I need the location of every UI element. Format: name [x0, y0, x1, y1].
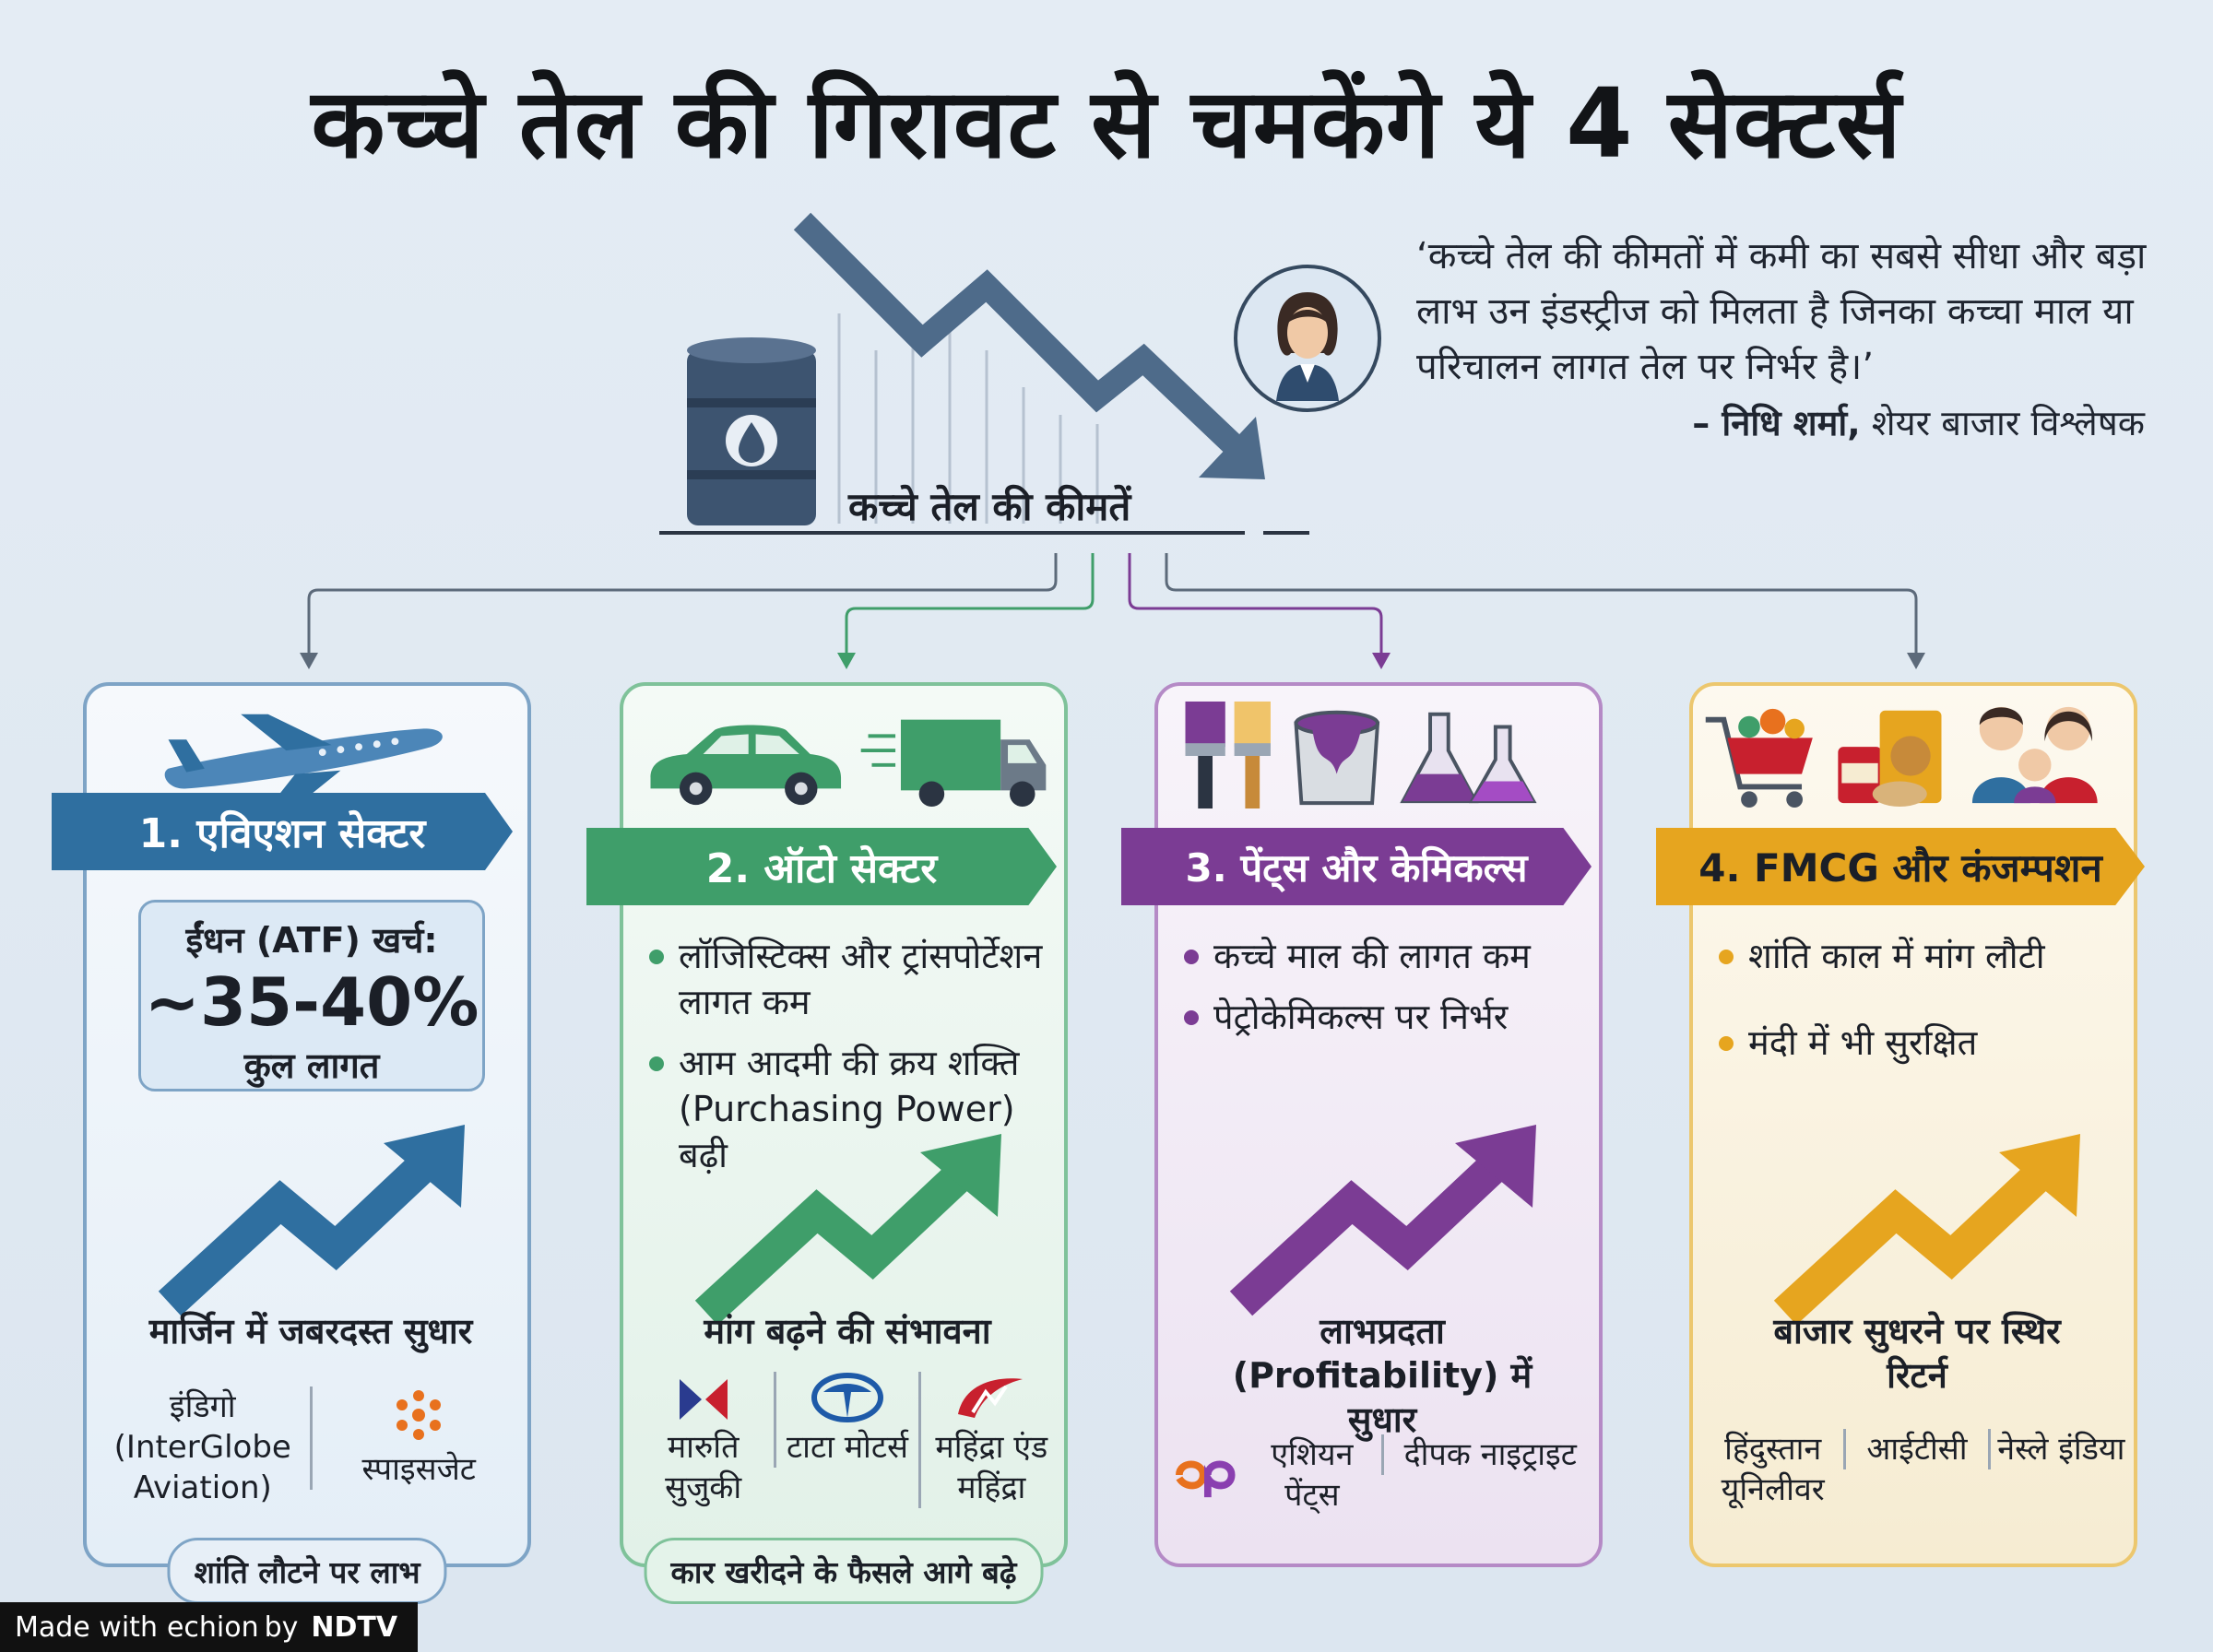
company-asian-paints-label: एशियन पेंट्स	[1271, 1436, 1354, 1514]
sector-card-fmcg: 4. FMCG और कंजम्पशन शांति काल में मांग ल…	[1656, 682, 2145, 1567]
tata-logo-icon	[811, 1373, 883, 1422]
sector-card-auto: 2. ऑटो सेक्टर लॉजिस्टिक्स और ट्रांसपोर्ट…	[586, 682, 1070, 1604]
falling-price-arrow	[793, 212, 1244, 456]
paints-caption: लाभप्रदता (Profitability) में सुधार	[1232, 1311, 1533, 1440]
asian-paints-logo-icon	[1176, 1460, 1236, 1498]
atf-cost-sub: कुल लागत	[243, 1045, 380, 1086]
company-itc: आईटीसी	[1843, 1429, 1987, 1469]
fmcg-bullets: शांति काल में मांग लौटी मंदी में भी सुरक…	[1715, 933, 2139, 1080]
bullet-item: लॉजिस्टिक्स और ट्रांसपोर्टेशन लागत कम	[645, 933, 1070, 1025]
company-deepak-nitrite: दीपक नाइट्राइट	[1380, 1434, 1598, 1475]
company-mahindra: महिंद्रा एंड महिंद्रा	[917, 1372, 1062, 1508]
paints-companies: एशियन पेंट्स दीपक नाइट्राइट	[1167, 1434, 1597, 1516]
paint-can-icon	[1294, 710, 1380, 806]
company-maruti: मारुति सुजुकी	[633, 1372, 774, 1508]
expert-quote: ‘कच्चे तेल की कीमतों में कमी का सबसे सीध…	[1416, 235, 2147, 388]
company-indigo: इंडिगो (InterGlobe Aviation)	[113, 1388, 291, 1506]
oil-barrel-icon	[687, 337, 816, 525]
maruti-logo-icon	[679, 1379, 728, 1420]
atf-cost-box: ईंधन (ATF) खर्च: ~35-40% कुल लागत	[138, 900, 485, 1092]
aviation-footnote-pill: शांति लौटने पर लाभ	[167, 1538, 447, 1604]
auto-caption: मांग बढ़ने की संभावना	[704, 1311, 991, 1351]
flask-icon	[1400, 712, 1537, 804]
bullet-item: शांति काल में मांग लौटी	[1715, 933, 2139, 979]
bullet-item: आम आदमी की क्रय शक्ति (Purchasing Power)…	[645, 1040, 1070, 1178]
fmcg-icon	[1705, 706, 2098, 808]
paint-chemicals-icon	[1185, 701, 1537, 809]
price-chart-gridlines	[837, 304, 1099, 524]
company-mahindra-label: महिंद्रा एंड महिंद्रा	[935, 1429, 1048, 1506]
mahindra-logo-icon	[958, 1378, 1024, 1418]
analyst-avatar	[1232, 263, 1383, 414]
quote-author: – निधि शर्मा, शेयर बाजार विश्लेषक	[1416, 398, 2145, 446]
car-icon	[650, 725, 842, 806]
fmcg-caption: बाजार सुधरने पर स्थिर रिटर्न	[1773, 1311, 2061, 1396]
sector-card-paints: 3. पेंट्स और केमिकल्स कच्चे माल की लागत …	[1121, 682, 1604, 1567]
truck-icon	[860, 719, 1047, 808]
family-icon	[1971, 706, 2098, 804]
fmcg-companies: हिंदुस्तान यूनिलीवर आईटीसी नेस्ले इंडिया	[1702, 1429, 2132, 1510]
page-title: कच्चे तेल की गिरावट से चमकेंगे ये 4 सेक्…	[311, 67, 1902, 180]
trend-up-arrow-icon	[158, 1125, 465, 1316]
echion-brand: echion	[166, 1611, 259, 1644]
paint-brush-icon	[1185, 701, 1271, 809]
fmcg-banner: 4. FMCG और कंजम्पशन	[1656, 828, 2145, 905]
crude-price-hero: कच्चे तेल की कीमतें	[645, 203, 1346, 553]
paints-banner: 3. पेंट्स और केमिकल्स	[1121, 828, 1592, 905]
grocery-packs-icon	[1838, 710, 1942, 808]
auto-footnote-pill: कार खरीदने के फैसले आगे बढ़े	[644, 1538, 1044, 1604]
spicejet-logo-icon	[396, 1390, 442, 1440]
auto-companies: मारुति सुजुकी टाटा मोटर्स महिंद्रा एंड म…	[633, 1372, 1062, 1508]
trend-up-arrow-icon	[694, 1134, 1001, 1326]
sector-card-aviation: 1. एविएशन सेक्टर ईंधन (ATF) खर्च: ~35-40…	[52, 682, 531, 1604]
author-name: – निधि शर्मा,	[1692, 403, 1861, 443]
company-tata: टाटा मोटर्स	[774, 1372, 917, 1468]
company-nestle: नेस्ले इंडिया	[1987, 1429, 2132, 1469]
company-tata-label: टाटा मोटर्स	[787, 1429, 908, 1466]
company-maruti-label: मारुति सुजुकी	[665, 1429, 742, 1506]
ndtv-brand: NDTV	[311, 1611, 398, 1644]
author-role: शेयर बाजार विश्लेषक	[1871, 403, 2145, 443]
auto-bullets: लॉजिस्टिक्स और ट्रांसपोर्टेशन लागत कम आम…	[645, 933, 1070, 1193]
shopping-cart-icon	[1705, 708, 1813, 808]
bullet-item: पेट्रोकेमिकल्स पर निर्भर	[1180, 994, 1604, 1040]
bullet-item: मंदी में भी सुरक्षित	[1715, 1020, 2139, 1066]
company-hul: हिंदुस्तान यूनिलीवर	[1721, 1431, 1825, 1508]
atf-cost-label: ईंधन (ATF) खर्च:	[185, 920, 438, 961]
car-truck-icon	[650, 719, 1047, 808]
by-label: by	[264, 1611, 299, 1644]
company-spicejet-label: स्पाइसजेट	[361, 1451, 476, 1488]
made-with-footer: Made with echion by NDTV	[0, 1602, 419, 1652]
trend-up-arrow-icon	[1229, 1125, 1536, 1316]
auto-banner: 2. ऑटो सेक्टर	[586, 828, 1057, 905]
company-asian-paints: एशियन पेंट्स	[1167, 1434, 1381, 1516]
trend-up-arrow-icon	[1773, 1134, 2080, 1326]
aviation-banner: 1. एविएशन सेक्टर	[52, 793, 513, 870]
made-with-label: Made with	[15, 1611, 158, 1644]
aviation-companies: इंडिगो (InterGlobe Aviation) स्पाइसजेट	[96, 1386, 526, 1508]
company-spicejet: स्पाइसजेट	[309, 1386, 527, 1490]
crude-price-label: कच्चे तेल की कीमतें	[848, 484, 1131, 529]
sector-connectors	[300, 553, 1925, 669]
falling-arrow-head	[1199, 417, 1265, 479]
paints-bullets: कच्चे माल की लागत कम पेट्रोकेमिकल्स पर न…	[1180, 933, 1604, 1055]
aviation-caption: मार्जिन में जबरदस्त सुधार	[148, 1311, 473, 1351]
bullet-item: कच्चे माल की लागत कम	[1180, 933, 1604, 979]
atf-cost-value: ~35-40%	[144, 963, 479, 1041]
